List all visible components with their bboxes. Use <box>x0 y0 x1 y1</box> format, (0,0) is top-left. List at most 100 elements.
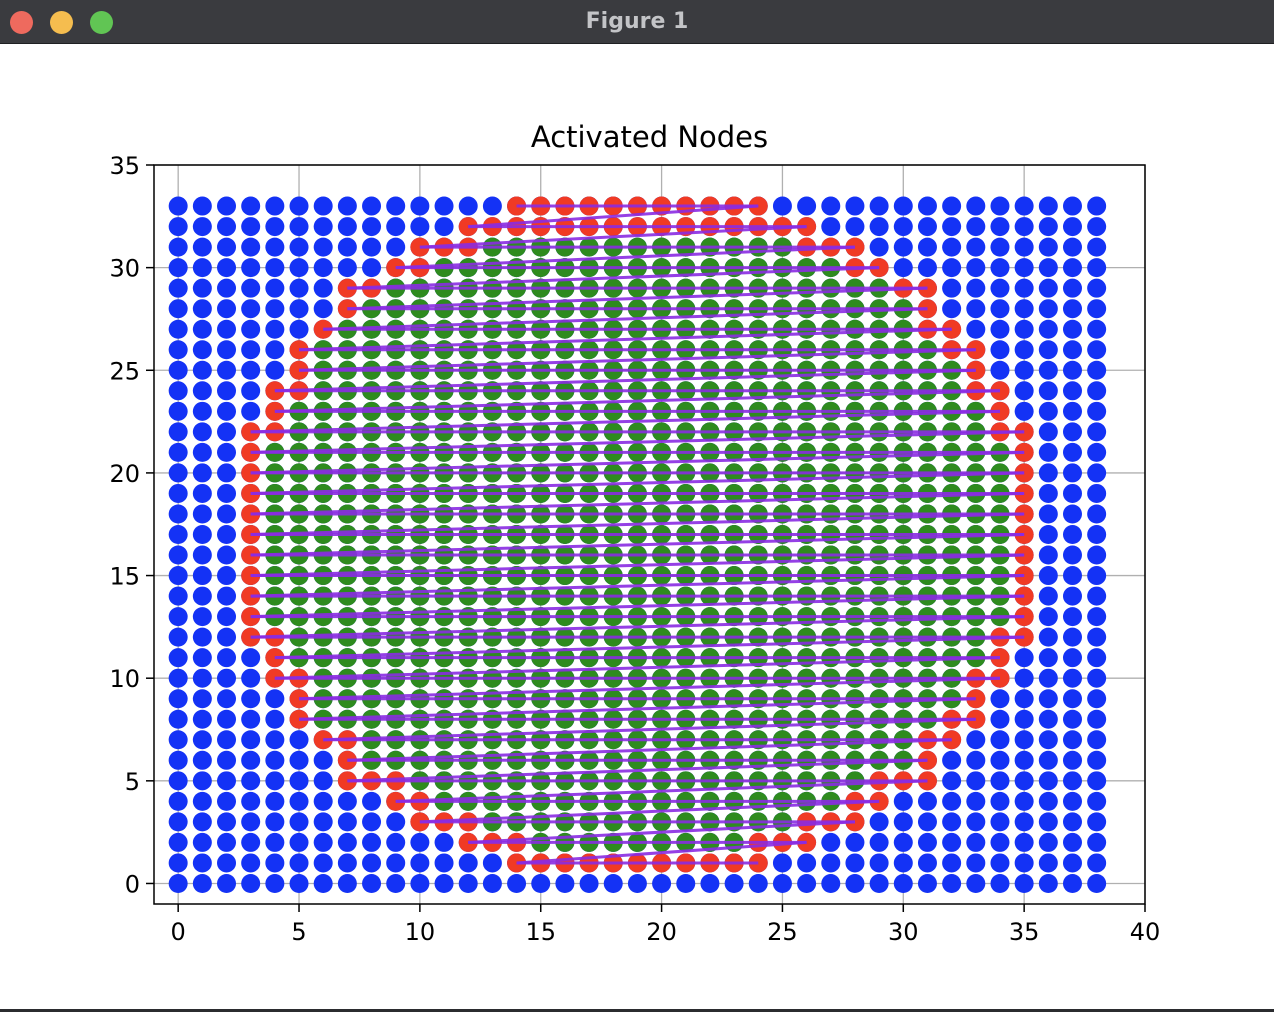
base-node-point <box>1087 586 1107 606</box>
base-node-point <box>313 258 333 278</box>
base-node-point <box>217 812 237 832</box>
base-node-point <box>772 196 792 216</box>
base-node-point <box>917 791 937 811</box>
base-node-point <box>942 278 962 298</box>
base-node-point <box>217 668 237 688</box>
base-node-point <box>168 812 188 832</box>
path-connector <box>298 348 976 372</box>
base-node-point <box>192 422 212 442</box>
base-node-point <box>217 360 237 380</box>
base-node-point <box>1038 545 1058 565</box>
base-node-point <box>1087 566 1107 586</box>
base-node-point <box>990 360 1010 380</box>
base-node-point <box>1087 196 1107 216</box>
path-connector <box>250 450 1025 475</box>
base-node-point <box>241 873 261 893</box>
base-node-point <box>1062 627 1082 647</box>
base-node-point <box>217 791 237 811</box>
base-node-point <box>893 196 913 216</box>
base-node-point <box>168 709 188 729</box>
base-node-point <box>410 217 430 237</box>
base-node-point <box>168 217 188 237</box>
path-connector <box>347 266 880 290</box>
base-node-point <box>241 648 261 668</box>
close-window-button[interactable] <box>10 11 33 34</box>
base-node-point <box>845 196 865 216</box>
base-node-point <box>482 196 502 216</box>
base-node-point <box>1087 422 1107 442</box>
base-node-point <box>289 217 309 237</box>
path-connector <box>323 307 928 331</box>
base-node-point <box>265 771 285 791</box>
base-node-point <box>168 299 188 319</box>
base-node-point <box>192 607 212 627</box>
base-node-point <box>241 832 261 852</box>
base-node-point <box>362 791 382 811</box>
y-tick-label: 35 <box>109 152 140 180</box>
base-node-point <box>1087 832 1107 852</box>
base-node-point <box>990 689 1010 709</box>
base-node-point <box>990 750 1010 770</box>
minimize-window-button[interactable] <box>50 11 73 34</box>
base-node-point <box>1087 668 1107 688</box>
base-node-point <box>990 853 1010 873</box>
base-node-point <box>990 237 1010 257</box>
base-node-point <box>990 258 1010 278</box>
base-node-point <box>893 812 913 832</box>
base-node-point <box>990 812 1010 832</box>
base-node-point <box>337 812 357 832</box>
base-node-point <box>192 278 212 298</box>
base-node-point <box>869 832 889 852</box>
base-node-point <box>241 299 261 319</box>
base-node-point <box>313 750 333 770</box>
base-node-point <box>966 873 986 893</box>
base-node-point <box>241 812 261 832</box>
base-node-point <box>265 730 285 750</box>
base-node-point <box>410 196 430 216</box>
base-node-point <box>1062 648 1082 668</box>
base-node-point <box>990 771 1010 791</box>
base-node-point <box>942 873 962 893</box>
base-node-point <box>1087 504 1107 524</box>
base-node-point <box>772 853 792 873</box>
base-node-point <box>217 217 237 237</box>
window-bottom-edge <box>0 1009 1274 1012</box>
base-node-point <box>845 853 865 873</box>
base-node-point <box>192 463 212 483</box>
path-connector <box>419 799 880 824</box>
base-node-point <box>1014 648 1034 668</box>
base-node-point <box>1062 689 1082 709</box>
base-node-point <box>942 237 962 257</box>
base-node-point <box>217 525 237 544</box>
base-node-point <box>1087 873 1107 893</box>
base-node-point <box>1062 463 1082 483</box>
base-node-point <box>168 853 188 873</box>
base-node-point <box>917 237 937 257</box>
base-node-point <box>265 258 285 278</box>
path-connector <box>274 635 1025 660</box>
path-connector <box>250 533 1025 557</box>
base-node-point <box>1014 853 1034 873</box>
path-connector <box>347 758 928 783</box>
base-node-point <box>1038 873 1058 893</box>
window-titlebar: Figure 1 <box>0 0 1274 44</box>
base-node-point <box>1087 340 1107 360</box>
base-node-point <box>192 873 212 893</box>
base-node-point <box>482 853 502 873</box>
base-node-point <box>192 771 212 791</box>
maximize-window-button[interactable] <box>90 11 113 34</box>
base-node-point <box>1062 504 1082 524</box>
base-node-point <box>337 873 357 893</box>
base-node-point <box>362 832 382 852</box>
y-tick-label: 15 <box>109 563 140 591</box>
base-node-point <box>1062 812 1082 832</box>
base-node-point <box>1038 237 1058 257</box>
path-connector <box>395 779 928 803</box>
base-node-point <box>1014 340 1034 360</box>
base-node-point <box>1062 319 1082 339</box>
x-tick-label: 25 <box>767 918 798 946</box>
base-node-point <box>1014 689 1034 709</box>
base-node-point <box>942 299 962 319</box>
base-node-point <box>1087 607 1107 627</box>
base-node-point <box>217 750 237 770</box>
